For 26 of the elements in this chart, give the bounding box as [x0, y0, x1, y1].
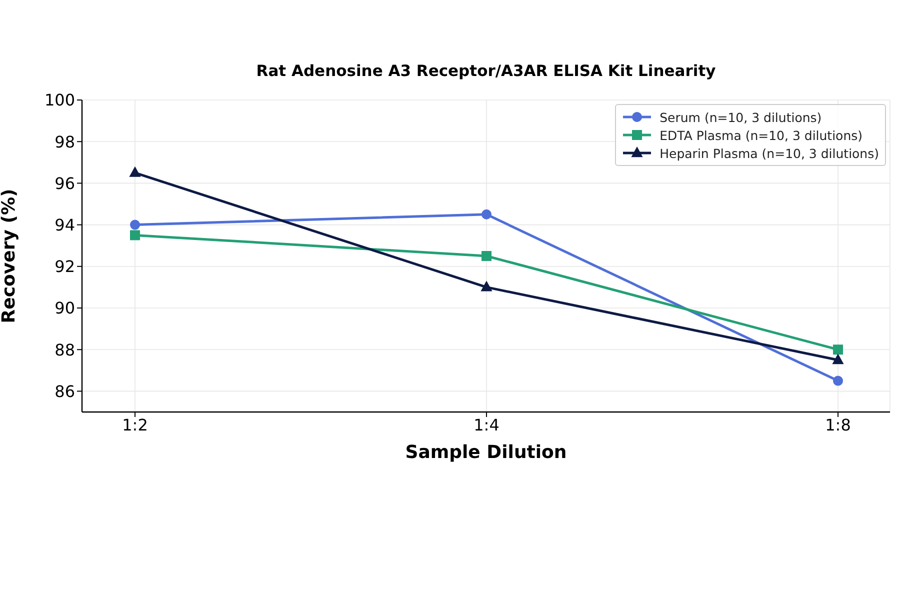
y-tick-label: 90	[54, 298, 75, 318]
y-axis-title: Recovery (%)	[0, 188, 20, 324]
y-tick-label: 88	[54, 340, 75, 360]
legend-label: Heparin Plasma (n=10, 3 dilutions)	[660, 146, 879, 160]
point	[481, 281, 492, 292]
point	[833, 344, 843, 355]
legend-label: EDTA Plasma (n=10, 3 dilutions)	[660, 128, 863, 142]
point	[832, 354, 844, 364]
y-tick-label: 100	[44, 90, 75, 110]
y-tick-label: 96	[54, 174, 75, 193]
x-tick-label: 1:2	[122, 415, 148, 434]
x-axis-title: Sample Dilution	[405, 442, 567, 463]
point	[482, 209, 492, 220]
y-tick-label: 86	[54, 382, 75, 401]
y-tick-label: 98	[54, 132, 75, 152]
point	[130, 230, 140, 240]
x-tick-label: 1:8	[825, 415, 851, 434]
point	[482, 251, 492, 261]
point	[130, 166, 140, 177]
x-tick-label: 1:4	[474, 415, 500, 434]
point	[833, 376, 843, 386]
point	[130, 220, 140, 230]
legend-label: Serum (n=10, 3 dilutions)	[660, 110, 822, 124]
y-tick-label: 94	[54, 215, 75, 234]
y-tick-label: 92	[54, 257, 75, 276]
chart-title: Rat Adenosine A3 Receptor/A3AR ELISA Kit Linearity	[255, 62, 717, 80]
